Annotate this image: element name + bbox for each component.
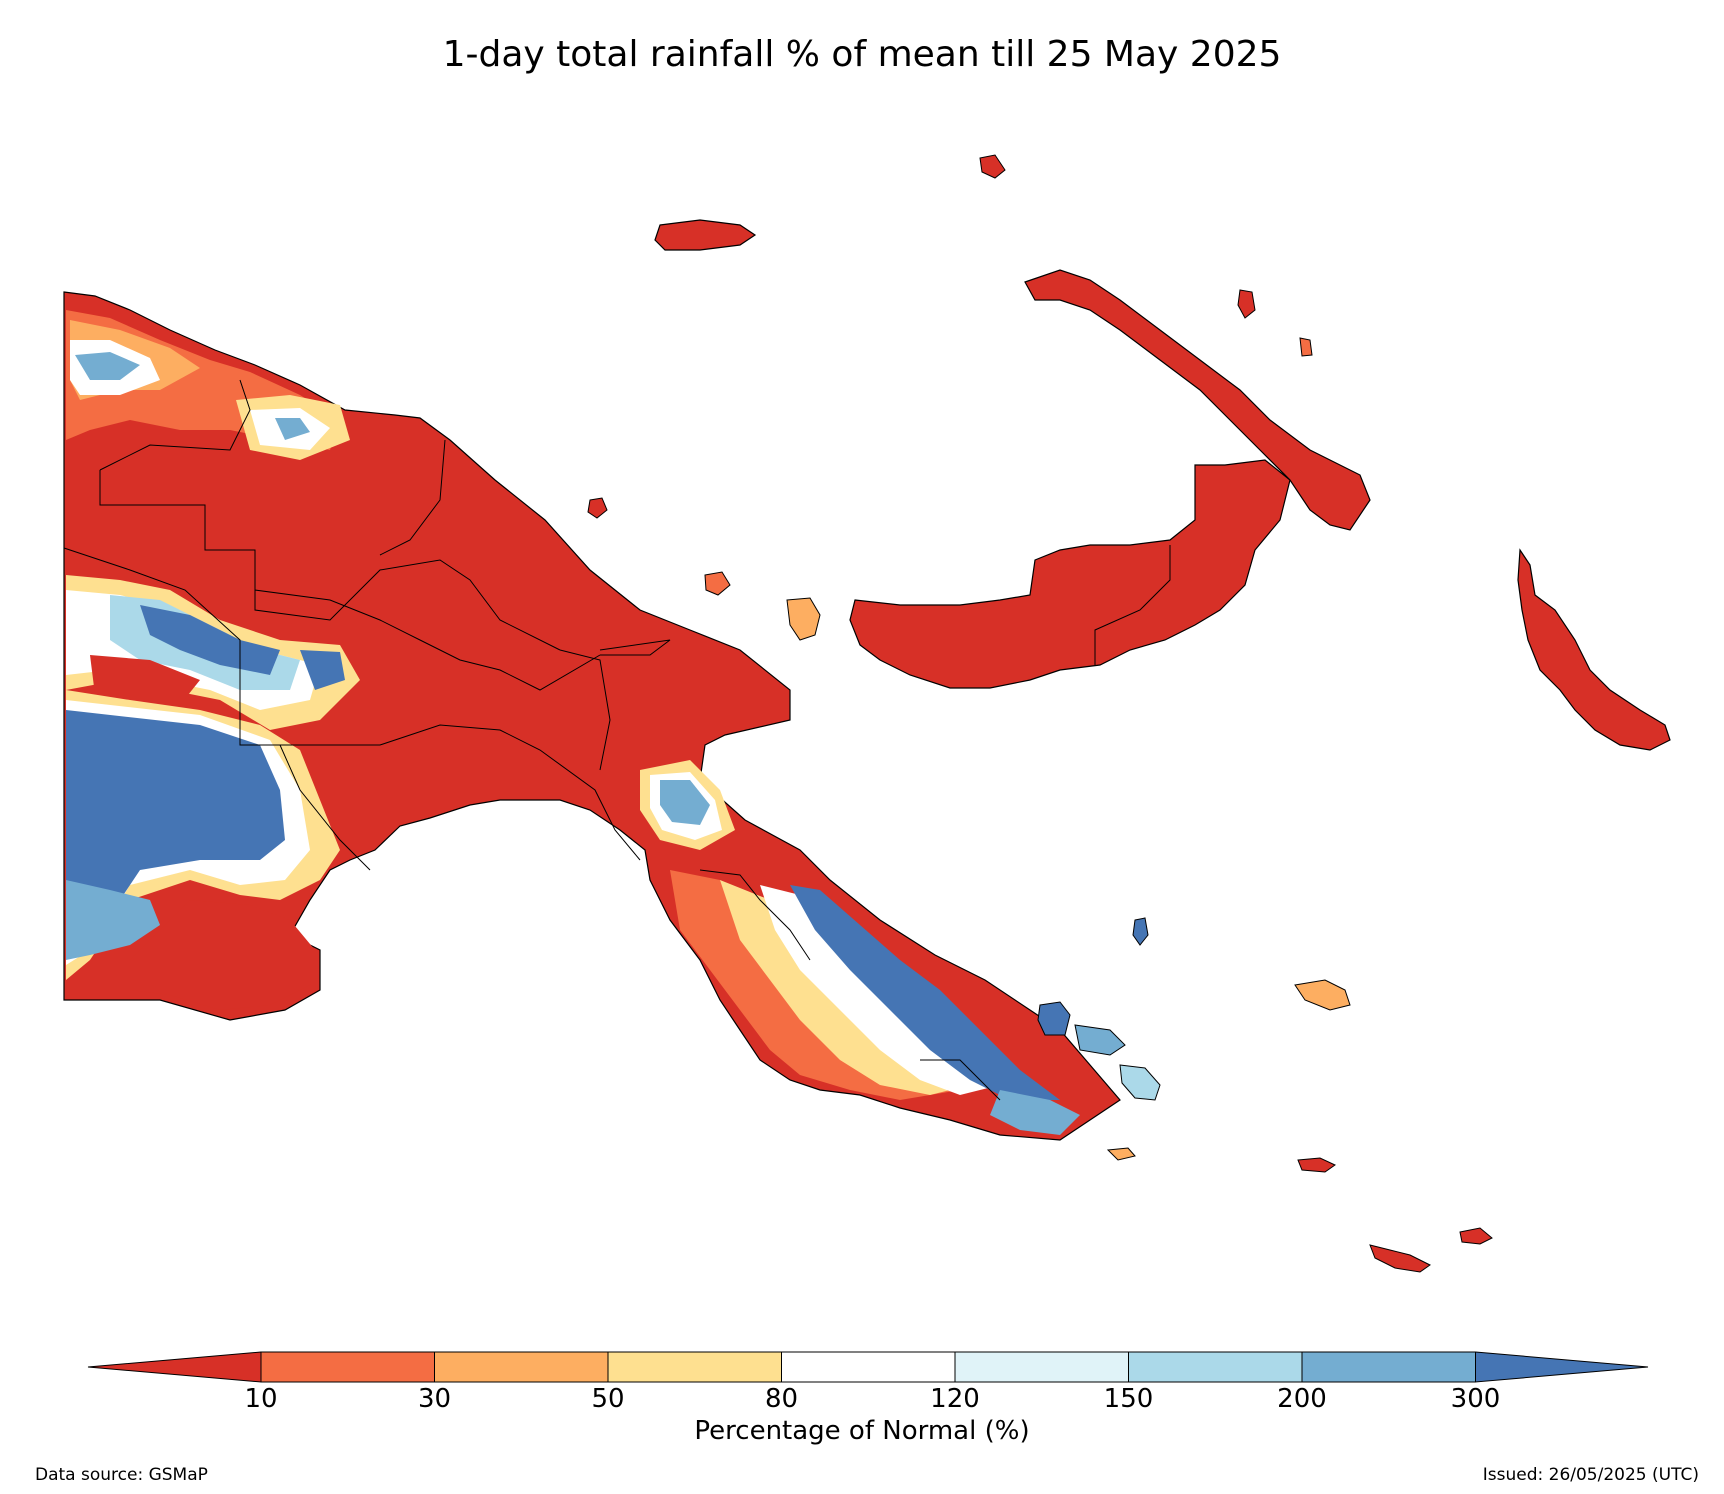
island-north-1 (979, 154, 1006, 179)
colorbar-tick-30: 30 (417, 1384, 452, 1414)
rossel-island (1297, 1157, 1336, 1173)
colorbar-segment-1 (260, 1351, 435, 1383)
colorbar-tick-120: 120 (930, 1384, 980, 1414)
colorbar-segment-5 (954, 1351, 1129, 1383)
red-pocket-west (90, 655, 200, 710)
new-britain-province-line (1094, 545, 1171, 665)
colorbar-tick-10: 10 (244, 1384, 278, 1414)
dentrecasteaux-1 (1037, 1001, 1071, 1036)
mainland (63, 291, 1121, 1141)
rossel-east (1459, 1227, 1493, 1245)
issued-date: Issued: 26/05/2025 (UTC) (1482, 1465, 1699, 1485)
island-north-3 (1299, 337, 1313, 357)
colorbar-tick-300: 300 (1450, 1384, 1501, 1414)
red-zone-south-coast (130, 900, 315, 1010)
lightblue-zone-southeast-tip (990, 1090, 1080, 1135)
colorbar-segment-7 (1301, 1351, 1476, 1383)
new-britain (849, 459, 1291, 689)
colorbar-tick-50: 50 (591, 1384, 625, 1414)
bougainville (1517, 548, 1671, 751)
island-long (704, 571, 731, 596)
manus-island (654, 219, 757, 251)
province-boundaries (63, 379, 1001, 1101)
island-umboi (786, 597, 821, 641)
sudest-island (1369, 1244, 1431, 1273)
colorbar-segment-4 (781, 1351, 956, 1383)
trobriand-islands (1132, 917, 1149, 946)
blue-zone-papuan-peninsula (790, 885, 1060, 1100)
blue-zone-west-central (140, 605, 345, 690)
colorbar-tick-150: 150 (1103, 1384, 1154, 1414)
colorbar-segment-3 (607, 1351, 782, 1383)
colorbar-segment-6 (1128, 1351, 1303, 1383)
island-misima (1106, 1147, 1136, 1161)
colorbar-extend-high (1475, 1351, 1649, 1383)
colorbar-extend-low (87, 1351, 262, 1383)
data-source: Data source: GSMaP (35, 1465, 208, 1485)
island-karkar (587, 497, 608, 519)
new-ireland (1024, 269, 1371, 531)
woodlark-island (1294, 979, 1351, 1011)
blue-zone-gulf (660, 780, 710, 825)
map-title: 1-day total rainfall % of mean till 25 M… (442, 34, 1282, 75)
colorbar-segment-2 (434, 1351, 609, 1383)
dentrecasteaux-2 (1074, 1024, 1126, 1056)
colorbar-tick-80: 80 (764, 1384, 799, 1414)
colorbar-title: Percentage of Normal (%) (694, 1416, 1030, 1446)
island-north-2 (1237, 289, 1256, 319)
blue-zone-southwest (66, 710, 285, 945)
colorbar (87, 1351, 1649, 1383)
blue-zone-north (75, 352, 310, 440)
dentrecasteaux-3 (1119, 1064, 1161, 1101)
colorbar-tick-200: 200 (1277, 1384, 1327, 1414)
lightblue-zone-south (66, 880, 160, 960)
